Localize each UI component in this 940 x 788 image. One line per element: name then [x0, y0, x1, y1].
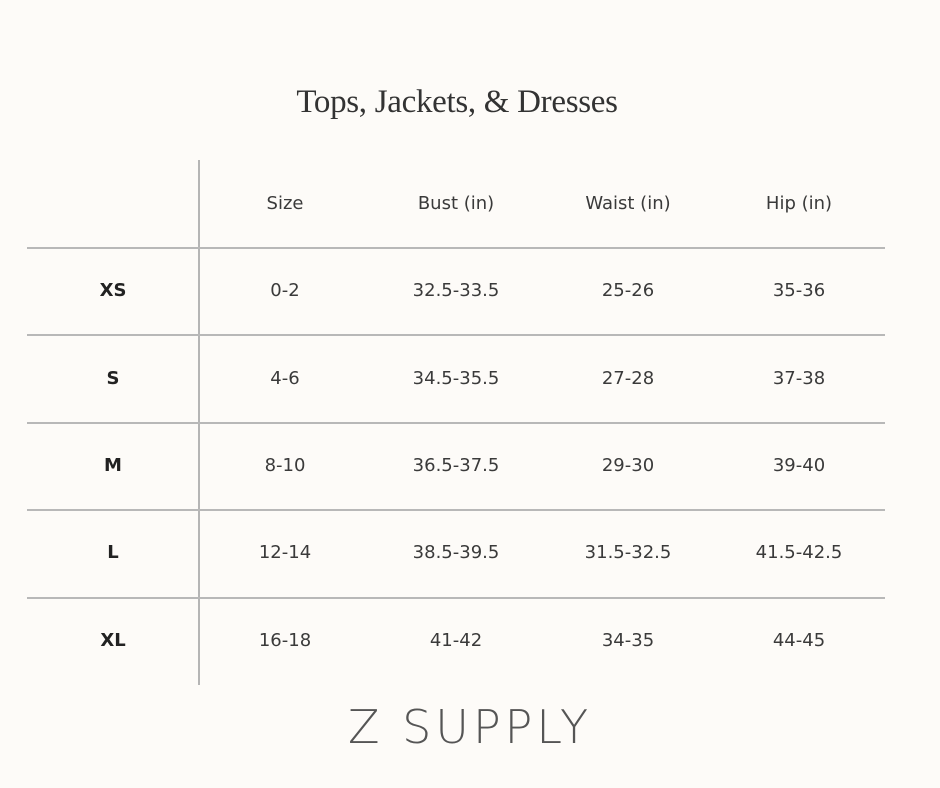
row-divider [27, 422, 885, 424]
column-header: Size [266, 193, 304, 214]
row-divider [27, 334, 885, 336]
table-cell: 8-10 [264, 455, 306, 476]
row-label: M [104, 455, 122, 476]
table-cell: 27-28 [601, 368, 655, 389]
table-cell: 37-38 [772, 368, 826, 389]
table-cell: 32.5-33.5 [412, 280, 500, 301]
row-divider [27, 597, 885, 599]
table-cell: 35-36 [772, 280, 826, 301]
row-label: XL [100, 630, 126, 651]
table-cell: 4-6 [270, 368, 300, 389]
column-header: Hip (in) [765, 193, 833, 214]
table-cell: 12-14 [258, 542, 312, 563]
table-cell: 34-35 [601, 630, 655, 651]
row-divider [27, 509, 885, 511]
table-cell: 36.5-37.5 [412, 455, 500, 476]
row-divider [27, 247, 885, 249]
table-cell: 16-18 [258, 630, 312, 651]
page-title: Tops, Jackets, & Dresses [296, 84, 618, 120]
table-cell: 44-45 [772, 630, 826, 651]
table-cell: 31.5-32.5 [584, 542, 672, 563]
column-header: Waist (in) [585, 193, 671, 214]
brand-logo: Z SUPPLY [347, 700, 593, 754]
column-header: Bust (in) [417, 193, 495, 214]
row-label: L [107, 542, 119, 563]
table-cell: 38.5-39.5 [412, 542, 500, 563]
table-cell: 39-40 [772, 455, 826, 476]
table-cell: 29-30 [601, 455, 655, 476]
table-cell: 25-26 [601, 280, 655, 301]
table-cell: 0-2 [270, 280, 300, 301]
row-label: S [106, 368, 120, 389]
row-label: XS [99, 280, 127, 301]
table-cell: 41.5-42.5 [755, 542, 843, 563]
table-cell: 41-42 [429, 630, 483, 651]
table-cell: 34.5-35.5 [412, 368, 500, 389]
